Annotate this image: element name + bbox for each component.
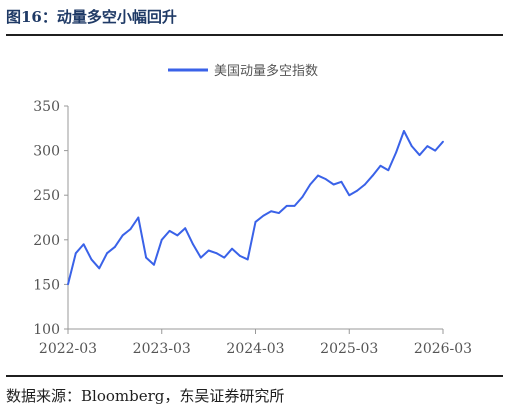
y-tick-label: 150: [33, 277, 60, 293]
data-point: [106, 252, 108, 255]
data-point: [153, 263, 155, 266]
x-tick-label: 2023-03: [133, 341, 191, 357]
data-point: [223, 256, 226, 259]
source-note: 数据来源：Bloomberg，东吴证券研究所: [6, 387, 285, 405]
data-point: [129, 228, 132, 231]
data-point: [74, 252, 77, 255]
chart: 美国动量多空指数 100 150 200 250 300 350 2022-03 2023-…: [0, 36, 509, 372]
data-point: [137, 216, 140, 219]
data-point: [82, 243, 85, 246]
series-line: [67, 129, 444, 285]
data-point: [418, 154, 421, 156]
y-tick-label: 350: [33, 99, 60, 115]
caption-rule: [6, 34, 503, 36]
x-tick-label: 2026-03: [414, 341, 472, 357]
data-point: [192, 243, 194, 246]
data-point: [270, 210, 273, 213]
data-point: [176, 234, 179, 237]
data-point: [426, 145, 429, 148]
chart-svg: 美国动量多空指数 100 150 200 250 300 350 2022-03 2023-…: [33, 63, 472, 357]
data-point: [356, 189, 358, 192]
data-point: [215, 252, 218, 255]
data-point: [309, 183, 312, 186]
plot-area: [67, 129, 444, 286]
data-point: [199, 256, 202, 259]
data-point: [184, 227, 187, 230]
data-point: [379, 164, 382, 167]
data-point: [121, 234, 124, 237]
legend: 美国动量多空指数: [168, 63, 318, 79]
data-point: [410, 145, 413, 148]
data-point: [348, 194, 351, 197]
data-point: [262, 214, 265, 217]
data-point: [90, 258, 93, 261]
data-point: [145, 256, 148, 259]
data-point: [442, 140, 444, 143]
y-tick-label: 250: [33, 188, 60, 204]
data-point: [434, 149, 437, 152]
data-point: [363, 183, 366, 186]
figure-caption: 图16：动量多空小幅回升: [6, 8, 177, 26]
data-point: [340, 180, 343, 183]
data-point: [246, 258, 249, 261]
data-point: [371, 174, 374, 177]
data-point: [67, 283, 69, 286]
y-axis: 100 150 200 250 300 350: [33, 99, 69, 338]
data-point: [301, 196, 304, 198]
data-point: [168, 229, 171, 232]
data-point: [278, 212, 280, 214]
data-point: [403, 130, 405, 132]
x-tick-label: 2025-03: [320, 341, 378, 357]
data-point: [324, 178, 327, 181]
y-tick-label: 200: [33, 233, 60, 249]
data-point: [160, 238, 163, 241]
data-point: [285, 205, 288, 207]
data-point: [387, 169, 390, 172]
x-tick-label: 2024-03: [226, 341, 284, 357]
x-tick-label: 2022-03: [39, 341, 97, 357]
legend-label: 美国动量多空指数: [214, 63, 318, 79]
data-point: [293, 205, 296, 207]
data-point: [98, 267, 101, 270]
data-point: [231, 247, 233, 250]
data-point: [332, 183, 335, 186]
x-axis: 2022-03 2023-03 2024-03 2025-03 2026-03: [39, 328, 472, 357]
data-point: [113, 246, 116, 248]
y-tick-label: 300: [33, 144, 60, 160]
data-point: [395, 151, 398, 154]
data-point: [317, 174, 319, 177]
y-tick-label: 100: [33, 322, 60, 338]
source-rule: [6, 375, 503, 377]
data-point: [207, 249, 210, 252]
data-point: [238, 254, 241, 257]
data-point: [254, 221, 257, 223]
